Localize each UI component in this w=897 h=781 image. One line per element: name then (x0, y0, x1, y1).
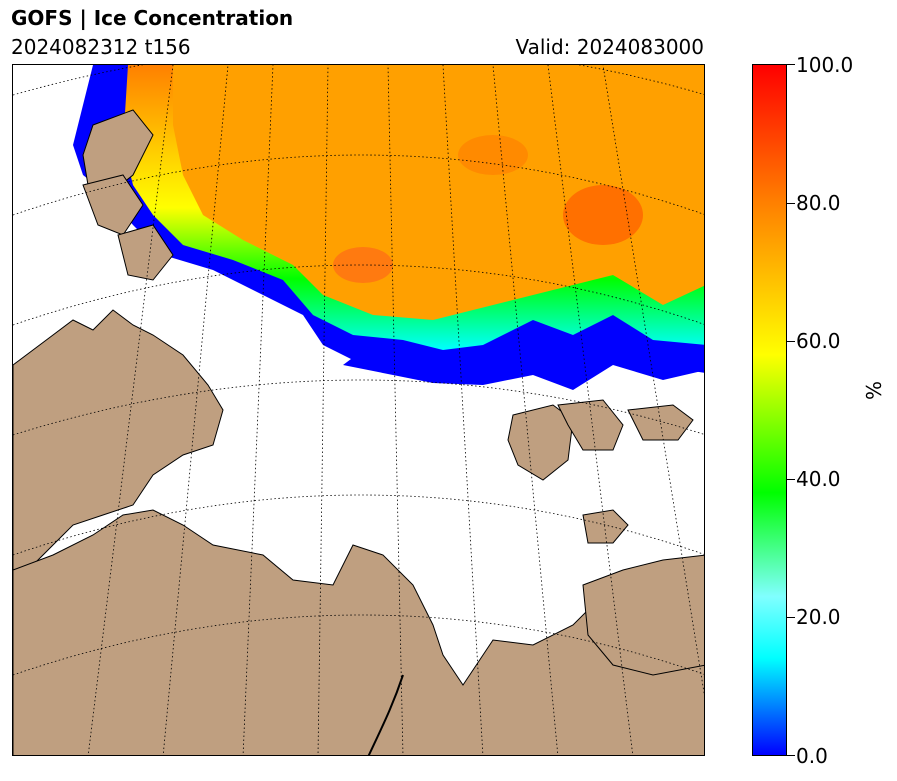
land-island (627, 404, 694, 441)
land-mainland (582, 554, 704, 676)
colorbar-tick-label: 40.0 (796, 467, 841, 491)
colorbar-tick-label: 20.0 (796, 605, 841, 629)
run-info: 2024082312 t156 (11, 35, 191, 59)
map-title: GOFS | Ice Concentration (11, 6, 294, 30)
colorbar (752, 64, 787, 756)
ice-high-patch (563, 185, 643, 245)
colorbar-unit-label: % (862, 380, 886, 400)
colorbar-tick (787, 755, 795, 756)
land-island (557, 399, 624, 451)
colorbar-tick (787, 617, 795, 618)
ice-high-patch (458, 135, 528, 175)
colorbar-tick-label: 60.0 (796, 329, 841, 353)
ice-fringe (323, 330, 704, 390)
land-island (82, 174, 144, 236)
graticule (13, 65, 704, 755)
colorbar-tick (787, 203, 795, 204)
colorbar-tick (787, 341, 795, 342)
colorbar-tick (787, 479, 795, 480)
valid-time: Valid: 2024083000 (515, 35, 704, 59)
land-island (117, 224, 174, 281)
ice-concentration-map (12, 64, 705, 756)
land-island (507, 404, 574, 481)
colorbar-tick-label: 100.0 (796, 53, 854, 77)
land-mainland (13, 309, 224, 571)
land-island (582, 509, 629, 544)
map-canvas (13, 65, 704, 755)
colorbar-tick-label: 0.0 (796, 744, 828, 768)
colorbar-tick-label: 80.0 (796, 191, 841, 215)
river (367, 674, 404, 755)
colorbar-tick (787, 64, 795, 65)
